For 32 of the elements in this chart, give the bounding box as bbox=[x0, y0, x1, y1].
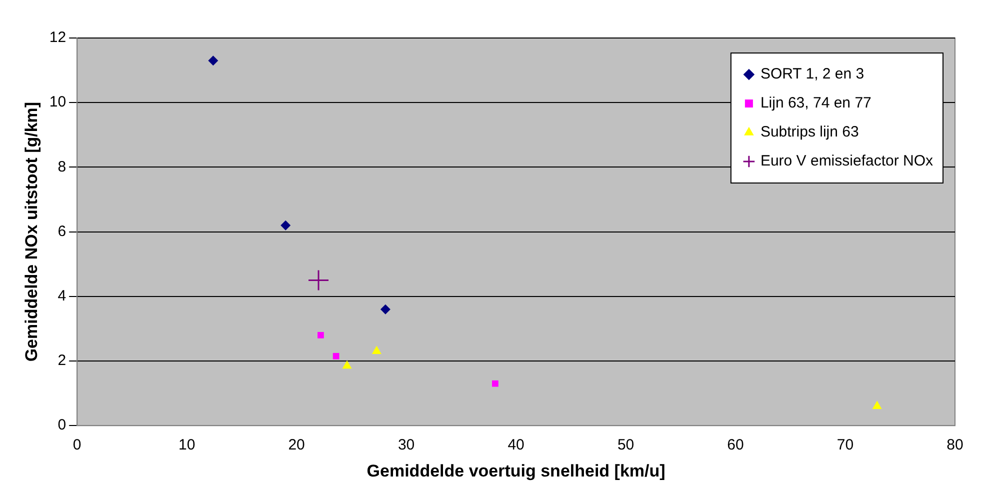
legend-label: Euro V emissiefactor NOx bbox=[760, 152, 934, 170]
point bbox=[280, 220, 291, 230]
point bbox=[372, 346, 382, 354]
y-tick-label: 12 bbox=[49, 29, 66, 46]
x-tick-label: 70 bbox=[836, 436, 854, 454]
point bbox=[342, 360, 352, 369]
x-tick-label: 10 bbox=[178, 436, 196, 454]
point bbox=[332, 352, 340, 360]
x-tick-label: 50 bbox=[617, 436, 634, 454]
x-tick-label: 80 bbox=[946, 436, 964, 454]
y-tick-label: 10 bbox=[49, 94, 66, 111]
y-tick-label: 8 bbox=[58, 158, 66, 176]
legend-label: Subtrips lijn 63 bbox=[760, 124, 859, 141]
legend-label: SORT 1, 2 en 3 bbox=[760, 66, 864, 83]
x-tick-label: 40 bbox=[508, 436, 524, 454]
point bbox=[872, 400, 882, 409]
y-tick-label: 0 bbox=[58, 416, 66, 434]
x-tick-label: 30 bbox=[398, 436, 415, 454]
point bbox=[308, 270, 330, 291]
y-tick-label: 2 bbox=[58, 352, 66, 370]
y-tick-label: 6 bbox=[58, 222, 66, 240]
point bbox=[208, 56, 218, 66]
legend-label: Lijn 63, 74 en 77 bbox=[760, 94, 872, 112]
y-axis-title: Gemiddelde NOx uitstoot [g/km] bbox=[22, 102, 41, 362]
x-tick-label: 0 bbox=[72, 436, 82, 454]
x-axis-title: Gemiddelde voertuig snelheid [km/u] bbox=[366, 461, 666, 480]
y-tick-label: 4 bbox=[58, 288, 66, 305]
point bbox=[318, 332, 324, 338]
point bbox=[492, 380, 498, 387]
x-tick-label: 60 bbox=[727, 436, 744, 454]
point bbox=[380, 304, 390, 314]
x-tick-label: 20 bbox=[288, 436, 305, 454]
